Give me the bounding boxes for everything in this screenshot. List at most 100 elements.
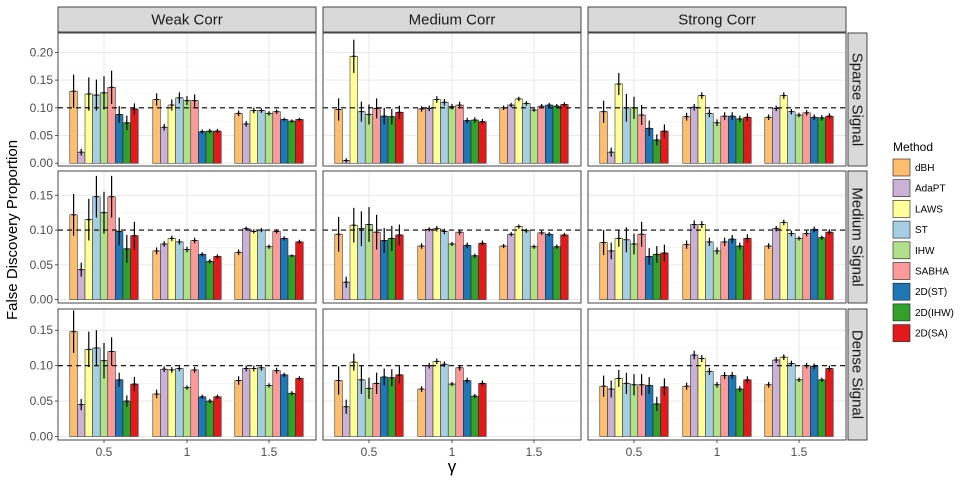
bar (264, 385, 274, 437)
bar (743, 238, 752, 300)
panel-border (57, 170, 317, 304)
bar (794, 238, 804, 300)
bar (817, 379, 826, 437)
bar (614, 83, 623, 164)
bar (167, 369, 176, 437)
bar (249, 110, 258, 164)
y-tick-label: 0.15 (30, 73, 54, 87)
legend-swatch (892, 324, 911, 342)
bar (447, 243, 457, 300)
y-tick-label: 0.00 (30, 293, 54, 307)
legend-label: 2D(ST) (915, 287, 947, 298)
bar (712, 384, 722, 437)
y-tick-label: 0.15 (30, 323, 54, 337)
bar (499, 107, 508, 164)
bar (432, 228, 441, 300)
bar (743, 379, 752, 437)
bar (712, 122, 722, 164)
bar (728, 238, 737, 300)
row-strip-label: Medium Signal (849, 187, 866, 286)
x-tick-label: 1.5 (791, 445, 808, 459)
panel (57, 308, 317, 441)
bar (779, 95, 788, 164)
bar (552, 246, 561, 300)
bar (234, 380, 243, 437)
bar (190, 369, 199, 437)
bar (175, 368, 184, 437)
bar (537, 105, 546, 164)
x-tick-label: 0.5 (626, 445, 643, 459)
bar (440, 102, 449, 164)
bar (735, 245, 744, 300)
bar (152, 99, 161, 164)
bar (712, 250, 722, 300)
bar (160, 126, 169, 164)
bar (249, 231, 258, 300)
bar (287, 120, 296, 164)
bar (697, 95, 706, 164)
bar (160, 243, 169, 300)
bar (190, 100, 199, 164)
panel-border (322, 308, 582, 441)
bar (213, 396, 222, 437)
column-strip (57, 6, 317, 33)
bar (545, 233, 554, 300)
bar (272, 370, 281, 437)
bar (545, 104, 554, 164)
legend-label: 2D(SA) (915, 329, 948, 340)
bar (115, 379, 124, 437)
bar (152, 250, 161, 300)
legend-swatch (892, 179, 911, 197)
bar (432, 99, 441, 164)
panel (322, 32, 582, 167)
bar (764, 384, 773, 437)
bar (728, 115, 737, 164)
bar (242, 368, 251, 437)
legend-title: Method (893, 140, 933, 154)
y-tick-label: 0.05 (30, 129, 54, 143)
bar (455, 367, 464, 437)
bar (690, 107, 699, 164)
bar (825, 231, 834, 300)
bar (425, 365, 434, 437)
column-strip (322, 6, 582, 33)
bar (167, 238, 176, 300)
bar (743, 116, 752, 164)
column-strip-label: Weak Corr (151, 12, 222, 29)
bar (499, 245, 508, 300)
bar (287, 393, 296, 437)
legend-label: 2D(IHW) (915, 308, 954, 319)
legend-swatch (892, 282, 911, 301)
bar (234, 252, 243, 300)
bar (264, 113, 274, 164)
bar (198, 131, 207, 164)
bar (182, 249, 192, 300)
bar (272, 231, 281, 300)
bar (470, 395, 479, 437)
bar (794, 114, 804, 164)
panel-border (322, 170, 582, 304)
row-strip (847, 308, 868, 441)
bar (507, 104, 516, 164)
x-tick-label: 1.5 (526, 445, 543, 459)
row-strip-label: Sparse Signal (849, 53, 866, 146)
bar (817, 237, 826, 300)
panel (57, 32, 317, 167)
bar (432, 361, 441, 437)
bar (249, 368, 258, 437)
bar (802, 112, 811, 164)
panel-border (587, 170, 847, 304)
bar (552, 105, 561, 164)
bar (682, 116, 691, 164)
panel (322, 170, 582, 304)
bar (213, 256, 222, 300)
bar (802, 365, 811, 437)
bar (705, 113, 714, 164)
bar (242, 123, 251, 164)
bar (205, 400, 214, 437)
bar (720, 115, 729, 164)
bar (779, 222, 788, 300)
bar (560, 104, 569, 164)
bar (522, 103, 531, 164)
bar (272, 111, 281, 164)
